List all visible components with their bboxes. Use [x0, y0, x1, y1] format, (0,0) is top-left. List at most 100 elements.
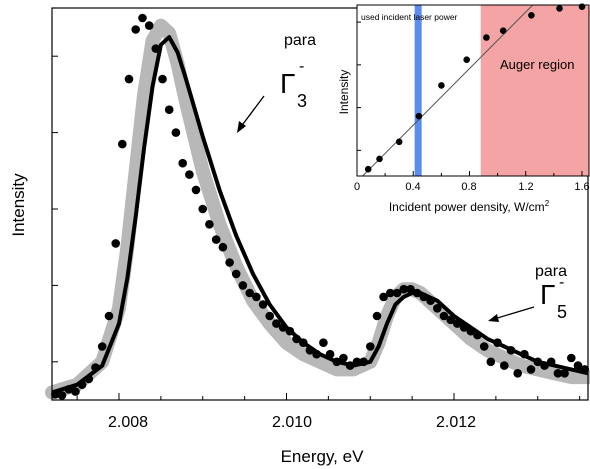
annotation-superscript: -	[559, 274, 564, 291]
data-point	[118, 139, 127, 149]
inset-x-tick-label: 1.6	[574, 181, 589, 193]
inset-x-ticks-group	[356, 171, 583, 176]
data-point	[553, 369, 563, 378]
inset-data-point	[438, 82, 445, 89]
model-band	[45, 18, 590, 400]
data-point	[138, 13, 147, 23]
data-point	[205, 220, 214, 229]
x-axis-title: Energy, eV	[281, 447, 365, 466]
data-point	[185, 170, 194, 179]
data-point	[245, 288, 254, 298]
data-point	[573, 361, 583, 370]
inset-data-point	[528, 12, 535, 19]
data-point	[265, 311, 275, 321]
annotation-subscript: 5	[557, 302, 567, 322]
annotation-subscript: 3	[297, 91, 307, 111]
data-point	[319, 338, 328, 348]
data-point	[71, 387, 80, 396]
used-laser-power-band	[414, 5, 422, 176]
data-point	[526, 365, 536, 374]
data-point	[144, 21, 154, 30]
data-point	[124, 74, 134, 84]
y-axis-title: Intensity	[9, 173, 28, 237]
inset-points-group	[364, 3, 586, 173]
data-point	[513, 369, 522, 378]
annotation-gamma-symbol: Γ	[280, 68, 295, 99]
data-point	[211, 235, 221, 244]
annotation-gamma5: para Γ - 5	[488, 263, 567, 322]
inset-x-tick-label: 1.2	[518, 181, 533, 193]
data-point	[486, 357, 496, 367]
y-ticks-group	[52, 55, 58, 363]
fit-line	[51, 35, 589, 395]
inset-data-point	[499, 27, 507, 34]
auger-region-band	[480, 5, 589, 176]
arrow-head	[237, 121, 246, 133]
data-point	[446, 315, 456, 325]
data-point	[433, 304, 442, 313]
data-point	[171, 128, 181, 137]
annotation-arrow	[239, 95, 265, 129]
x-tick-label: 2.012	[436, 414, 476, 431]
x-tick-label: 2.010	[272, 414, 312, 431]
data-point	[372, 311, 382, 321]
inset-x-axis-title: Incident power density, W/cm2	[389, 199, 550, 214]
inset-data-point	[556, 5, 563, 12]
data-point	[131, 25, 140, 34]
main-chart: 2.008 2.010 2.012 Energy, eV Intensity p…	[9, 7, 590, 466]
annotation-superscript: -	[299, 58, 304, 75]
data-point	[218, 242, 228, 252]
inset-y-axis-title: Intensity	[337, 70, 351, 115]
inset-data-point	[395, 138, 403, 146]
data-point	[252, 292, 261, 302]
arrow-head	[488, 314, 499, 322]
annotation-gamma-symbol: Γ	[540, 279, 555, 310]
model-band-group	[45, 18, 590, 400]
data-point	[386, 288, 395, 298]
inset-data-point	[463, 56, 471, 63]
data-point	[366, 342, 375, 351]
fit-line-group	[51, 35, 589, 395]
used-laser-power-text: used incident laser power	[361, 12, 458, 22]
data-point	[164, 105, 174, 114]
annotation-para-label: para	[535, 263, 567, 280]
data-point	[158, 74, 167, 84]
data-point	[339, 353, 348, 363]
annotation-gamma3: para Γ - 3	[237, 32, 316, 133]
data-point	[439, 311, 449, 321]
main-plot-frame	[51, 7, 589, 401]
data-point	[399, 284, 409, 294]
inset-data-point	[376, 155, 383, 163]
inset-regions-group	[414, 5, 589, 176]
data-point	[392, 288, 402, 298]
data-point	[57, 391, 67, 400]
data-point	[97, 342, 107, 351]
data-point	[104, 311, 114, 321]
used-laser-power-label: used incident laser power	[361, 12, 458, 22]
x-tick-label: 2.008	[108, 414, 148, 431]
inset-data-point	[415, 112, 423, 120]
data-point	[258, 300, 268, 309]
data-point	[111, 239, 120, 248]
inset-plot-frame	[356, 4, 590, 177]
data-point	[379, 292, 388, 302]
data-point	[178, 158, 187, 168]
data-point	[500, 361, 509, 370]
data-point	[567, 353, 576, 363]
inset-x-tick-label: 0.8	[461, 181, 476, 193]
data-point	[231, 269, 241, 279]
data-point	[191, 185, 201, 195]
data-point	[198, 204, 207, 214]
inset-data-point	[364, 165, 372, 173]
inset-x-tick-label: 0	[354, 181, 360, 193]
inset-data-point	[578, 3, 586, 11]
annotation-para-label: para	[284, 32, 316, 49]
inset-x-tick-label: 0.4	[405, 181, 420, 193]
inset-x-axis-superscript: 2	[545, 199, 550, 208]
data-point	[479, 342, 489, 351]
inset-chart: 0 0.4 0.8 1.2 1.6 Incident power density…	[337, 3, 590, 214]
inset-data-point	[483, 34, 490, 41]
data-point	[272, 319, 281, 328]
data-point	[225, 258, 234, 267]
